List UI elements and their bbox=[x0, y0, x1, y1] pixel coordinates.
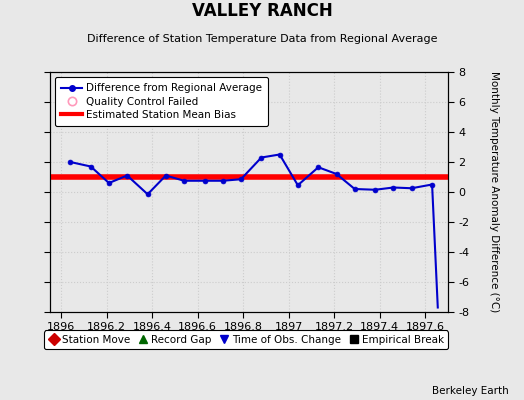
Legend: Difference from Regional Average, Quality Control Failed, Estimated Station Mean: Difference from Regional Average, Qualit… bbox=[55, 77, 268, 126]
Text: VALLEY RANCH: VALLEY RANCH bbox=[192, 2, 332, 20]
Y-axis label: Monthly Temperature Anomaly Difference (°C): Monthly Temperature Anomaly Difference (… bbox=[489, 71, 499, 313]
Legend: Station Move, Record Gap, Time of Obs. Change, Empirical Break: Station Move, Record Gap, Time of Obs. C… bbox=[44, 330, 449, 349]
Text: Berkeley Earth: Berkeley Earth bbox=[432, 386, 508, 396]
Text: Difference of Station Temperature Data from Regional Average: Difference of Station Temperature Data f… bbox=[87, 34, 437, 44]
